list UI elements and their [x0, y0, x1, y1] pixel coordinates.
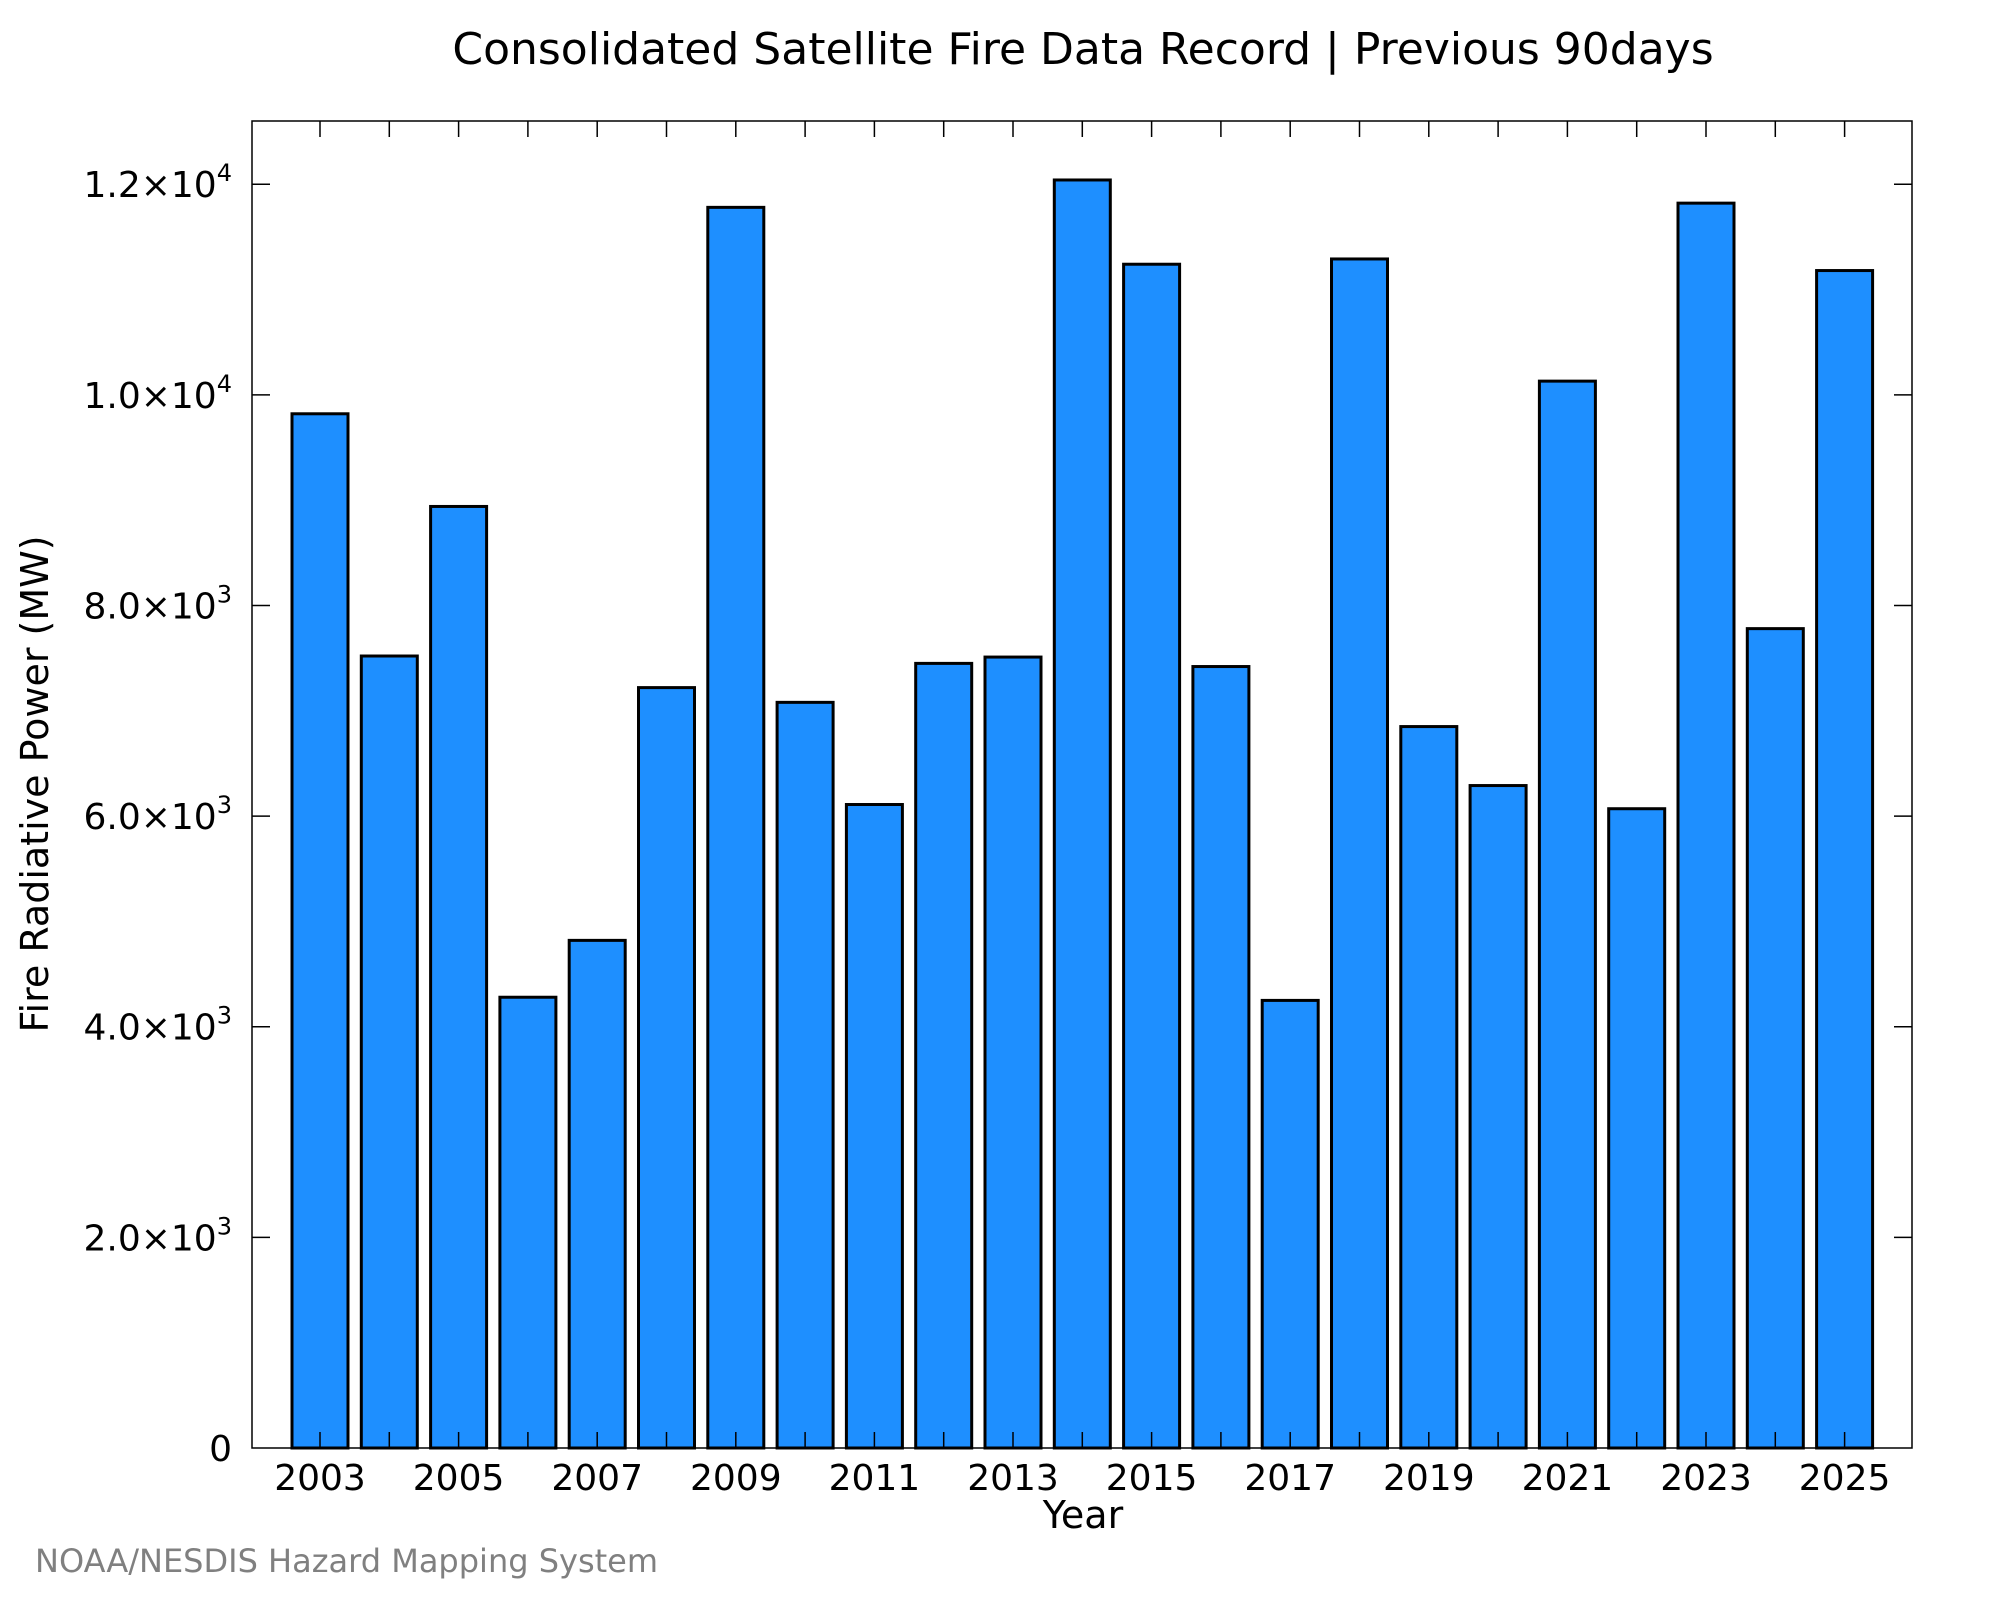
credit-text: NOAA/NESDIS Hazard Mapping System	[35, 1542, 658, 1580]
x-tick-label: 2015	[1106, 1458, 1198, 1499]
bars-group	[290, 178, 1875, 1450]
x-tick-label: 2013	[967, 1458, 1059, 1499]
y-axis: 0 2.0×103 4.0×103 6.0×103 8.0×103 1.0×104 1.2×…	[83, 159, 1912, 1470]
bar-2011	[844, 803, 904, 1450]
bar-2008	[637, 686, 696, 1450]
x-tick-label: 2025	[1799, 1458, 1891, 1499]
x-tick-label: 2011	[829, 1458, 921, 1499]
bar-2009	[706, 205, 766, 1450]
y-axis-label: Fire Radiative Power (MW)	[13, 535, 57, 1032]
y-tick-label: 1.2×104	[83, 159, 232, 206]
x-tick-label: 2007	[551, 1458, 643, 1499]
x-tick-label: 2023	[1660, 1458, 1752, 1499]
bar-2018	[1330, 257, 1389, 1450]
bar-2006	[498, 995, 558, 1450]
bar-2010	[775, 700, 835, 1450]
bar-2015	[1122, 262, 1182, 1450]
bar-2023	[1676, 201, 1736, 1450]
bar-2017	[1260, 998, 1320, 1450]
y-tick-label: 1.0×104	[83, 370, 232, 417]
x-tick-label: 2019	[1383, 1458, 1475, 1499]
x-axis: 2003 2005 2007 2009 2011 2013 2015 2017 2019 2021…	[274, 121, 1890, 1499]
bar-2025	[1815, 269, 1875, 1450]
y-tick-label: 2.0×103	[83, 1212, 232, 1259]
bar-2024	[1745, 627, 1805, 1450]
bar-2013	[983, 655, 1043, 1450]
x-tick-label: 2017	[1244, 1458, 1336, 1499]
y-tick-label: 4.0×103	[83, 1002, 232, 1049]
bar-2016	[1191, 665, 1251, 1450]
bar-2019	[1399, 725, 1459, 1450]
bar-2004	[359, 654, 419, 1450]
bar-2012	[914, 661, 974, 1450]
bar-2003	[290, 412, 350, 1450]
y-tick-label: 8.0×103	[83, 580, 232, 627]
y-tick-label: 6.0×103	[83, 791, 232, 838]
bar-2005	[429, 504, 489, 1450]
x-tick-label: 2005	[413, 1458, 505, 1499]
x-tick-label: 2003	[274, 1458, 366, 1499]
bar-2014	[1052, 178, 1112, 1450]
x-tick-label: 2009	[690, 1458, 782, 1499]
bar-2020	[1468, 784, 1528, 1450]
bar-2007	[567, 938, 627, 1450]
chart-title: Consolidated Satellite Fire Data Record …	[452, 24, 1713, 75]
bar-2022	[1607, 807, 1667, 1450]
x-tick-label: 2021	[1522, 1458, 1614, 1499]
y-tick-label: 0	[209, 1429, 232, 1470]
x-axis-label: Year	[1042, 1493, 1124, 1537]
bar-2021	[1537, 379, 1597, 1450]
